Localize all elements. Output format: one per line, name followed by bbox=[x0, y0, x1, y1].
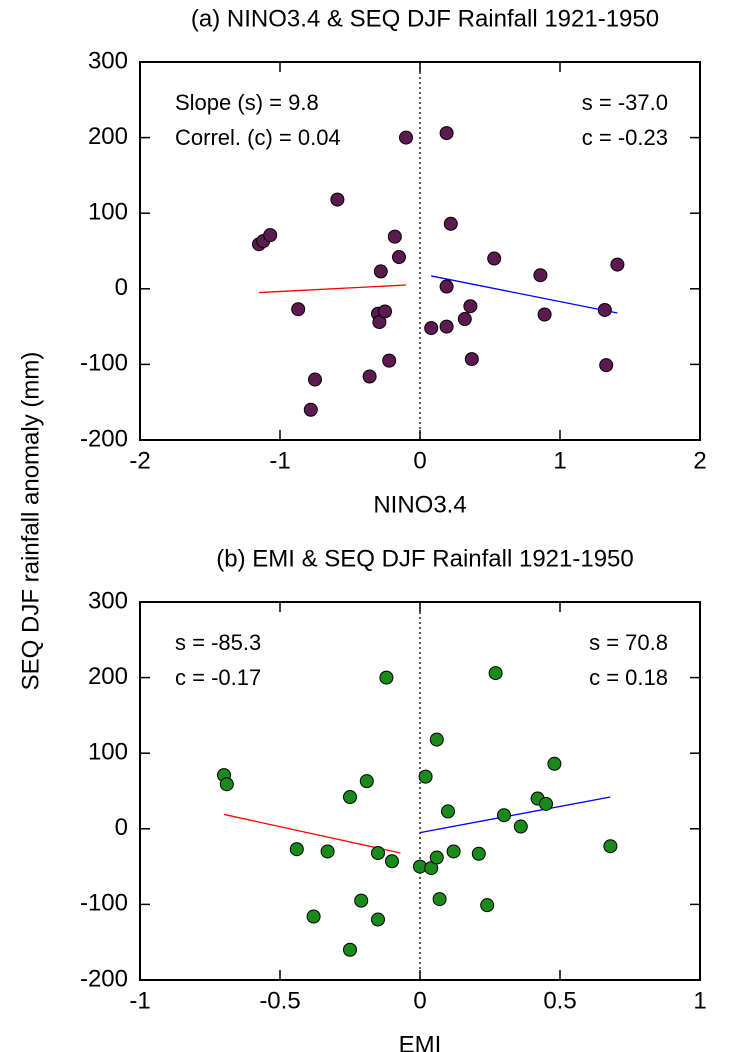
y-tick-label: -100 bbox=[80, 350, 128, 377]
y-tick-label: 0 bbox=[115, 814, 128, 841]
point bbox=[303, 402, 318, 417]
point bbox=[533, 268, 548, 283]
point bbox=[497, 808, 511, 823]
point bbox=[429, 850, 444, 865]
point bbox=[547, 756, 562, 771]
point bbox=[603, 839, 618, 854]
point bbox=[371, 912, 385, 927]
point bbox=[354, 893, 369, 908]
point bbox=[289, 842, 304, 857]
y-tick-label: 100 bbox=[88, 199, 128, 226]
point bbox=[308, 372, 322, 387]
point bbox=[463, 299, 478, 314]
point bbox=[379, 670, 394, 685]
fit-line bbox=[431, 275, 618, 314]
point bbox=[399, 130, 413, 145]
point bbox=[471, 846, 486, 861]
point bbox=[320, 844, 335, 859]
x-tick-label: -0.5 bbox=[259, 987, 300, 1014]
plot-frame bbox=[139, 61, 701, 441]
point bbox=[446, 844, 461, 859]
fit-line bbox=[258, 284, 407, 294]
annotation: s = -85.3 bbox=[175, 630, 261, 655]
annotation: c = -0.23 bbox=[582, 125, 668, 150]
x-tick-label: 0 bbox=[413, 987, 426, 1014]
point bbox=[424, 321, 439, 336]
x-tick-label: 2 bbox=[693, 447, 706, 474]
y-tick-label: 300 bbox=[88, 47, 128, 74]
annotation: c = 0.18 bbox=[589, 665, 668, 690]
point bbox=[291, 302, 306, 317]
x-tick-label: -1 bbox=[129, 987, 150, 1014]
point bbox=[464, 352, 479, 367]
point bbox=[382, 353, 397, 368]
point bbox=[432, 892, 447, 907]
x-tick-label: 1 bbox=[553, 447, 566, 474]
x-tick-label: -1 bbox=[269, 447, 290, 474]
annotation: s = -37.0 bbox=[582, 90, 668, 115]
point bbox=[488, 666, 503, 681]
point bbox=[387, 229, 402, 244]
point bbox=[418, 769, 433, 784]
point bbox=[441, 804, 455, 819]
point bbox=[457, 312, 472, 327]
fit-line bbox=[419, 796, 611, 834]
y-tick-label: 0 bbox=[115, 274, 128, 301]
chart-title: (a) NINO3.4 & SEQ DJF Rainfall 1921-1950 bbox=[191, 5, 659, 32]
annotation: s = 70.8 bbox=[589, 630, 668, 655]
annotation: c = -0.17 bbox=[175, 665, 261, 690]
point bbox=[487, 251, 502, 266]
y-tick-label: 200 bbox=[88, 663, 128, 690]
point bbox=[371, 845, 385, 860]
point bbox=[439, 319, 454, 334]
plot-frame bbox=[139, 601, 701, 981]
annotation: Slope (s) = 9.8 bbox=[175, 90, 319, 115]
x-tick-label: -2 bbox=[129, 447, 150, 474]
point bbox=[537, 307, 552, 322]
y-tick-label: 200 bbox=[88, 123, 128, 150]
point bbox=[385, 854, 399, 869]
point bbox=[513, 819, 528, 834]
point bbox=[343, 790, 357, 805]
point bbox=[263, 228, 278, 243]
point bbox=[599, 358, 614, 373]
point bbox=[480, 898, 495, 913]
x-tick-label: 0.5 bbox=[543, 987, 576, 1014]
point bbox=[539, 796, 553, 811]
point bbox=[362, 369, 377, 384]
point bbox=[373, 264, 388, 279]
point bbox=[610, 257, 625, 272]
point bbox=[439, 126, 454, 141]
annotation: Correl. (c) = 0.04 bbox=[175, 125, 341, 150]
y-tick-label: -100 bbox=[80, 890, 128, 917]
point bbox=[378, 304, 392, 319]
y-tick-label: -200 bbox=[80, 965, 128, 992]
fit-line bbox=[223, 813, 401, 854]
point bbox=[443, 216, 458, 231]
point bbox=[597, 302, 612, 317]
point bbox=[429, 732, 444, 747]
point bbox=[359, 774, 374, 789]
point bbox=[392, 250, 406, 265]
point bbox=[306, 909, 321, 924]
y-axis-label: SEQ DJF rainfall anomaly (mm) bbox=[17, 352, 44, 691]
x-axis-label: EMI bbox=[399, 1031, 442, 1052]
point bbox=[219, 777, 234, 792]
x-tick-label: 1 bbox=[693, 987, 706, 1014]
x-tick-label: 0 bbox=[413, 447, 426, 474]
point bbox=[330, 192, 345, 207]
point bbox=[439, 279, 454, 294]
chart-title: (b) EMI & SEQ DJF Rainfall 1921-1950 bbox=[216, 545, 634, 572]
y-tick-label: 100 bbox=[88, 739, 128, 766]
y-tick-label: 300 bbox=[88, 587, 128, 614]
y-tick-label: -200 bbox=[80, 425, 128, 452]
point bbox=[343, 942, 357, 957]
x-axis-label: NINO3.4 bbox=[373, 491, 466, 518]
